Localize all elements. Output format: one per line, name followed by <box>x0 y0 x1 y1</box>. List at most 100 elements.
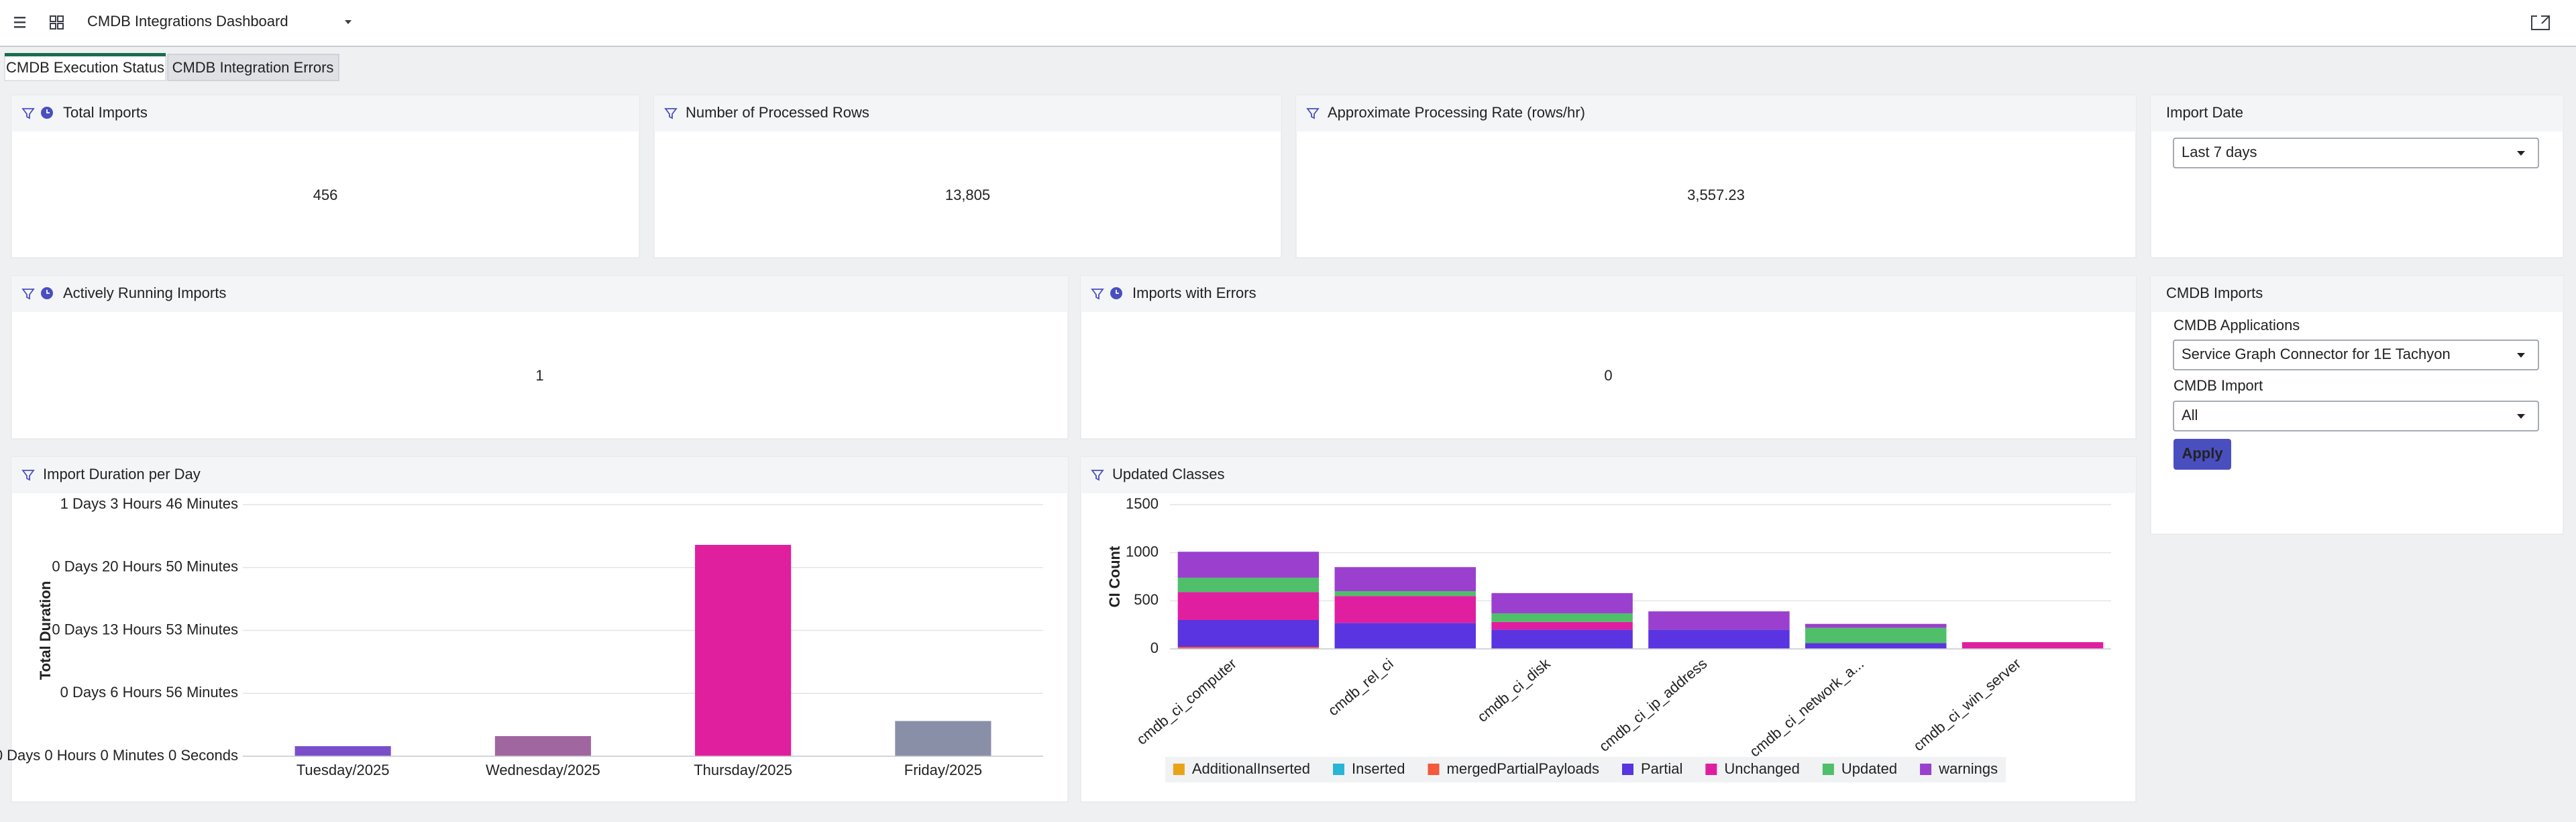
bar-segment <box>1962 641 2104 649</box>
tab-label[interactable]: CMDB Integration Errors <box>172 59 334 76</box>
bar-segment <box>1491 593 1633 613</box>
field-label: CMDB Applications <box>2174 317 2300 333</box>
y-tick-label: 0 Days 13 Hours 53 Minutes <box>52 621 238 637</box>
title-caret[interactable] <box>345 20 352 24</box>
apps-icon[interactable] <box>50 23 56 30</box>
legend-swatch <box>1173 764 1185 775</box>
apply-button[interactable] <box>2174 439 2231 470</box>
apply-button-label[interactable]: Apply <box>2182 445 2223 462</box>
tab[interactable] <box>167 54 339 81</box>
card-header <box>11 276 1068 312</box>
legend-label: mergedPartialPayloads <box>1447 760 1599 777</box>
menu-icon[interactable] <box>14 17 25 19</box>
y-tick-label: 0 Days 20 Hours 50 Minutes <box>52 558 238 575</box>
legend-swatch <box>1621 764 1633 775</box>
legend-label: warnings <box>1938 760 1998 777</box>
dashboard-title[interactable]: CMDB Integrations Dashboard <box>87 13 288 30</box>
bar-segment <box>1334 596 1476 623</box>
card-header <box>1296 95 2136 132</box>
filter-icon[interactable] <box>1091 289 1104 300</box>
card-title: Import Duration per Day <box>43 466 201 482</box>
menu-icon[interactable] <box>14 21 25 23</box>
card-title: Actively Running Imports <box>63 285 226 301</box>
card-title: Updated Classes <box>1112 466 1225 482</box>
bar-segment <box>1491 613 1633 622</box>
kpi-value: 3,557.23 <box>1687 187 1745 203</box>
y-axis-label: CI Count <box>1106 546 1123 607</box>
apps-icon[interactable] <box>57 15 64 22</box>
card-title: CMDB Imports <box>2166 285 2263 301</box>
dropdown-caret[interactable] <box>2517 353 2525 358</box>
legend-swatch <box>1705 764 1717 775</box>
filter-icon[interactable] <box>21 108 35 119</box>
card-header <box>1081 276 2136 312</box>
field-label: CMDB Import <box>2174 377 2263 394</box>
kpi-value: 456 <box>313 187 338 203</box>
card-title: Approximate Processing Rate (rows/hr) <box>1328 104 1585 121</box>
share-icon[interactable] <box>2531 15 2550 30</box>
bar-segment <box>1177 592 1320 620</box>
legend-label: Inserted <box>1352 760 1405 777</box>
filter-icon[interactable] <box>1091 470 1104 481</box>
legend-swatch <box>1333 764 1345 775</box>
filter-icon[interactable] <box>21 289 35 300</box>
legend-swatch <box>1428 764 1440 775</box>
x-tick-label: Tuesday/2025 <box>297 762 390 778</box>
bar-segment <box>1491 621 1633 630</box>
dropdown[interactable] <box>2173 138 2539 168</box>
dropdown[interactable] <box>2173 401 2539 431</box>
dropdown-caret[interactable] <box>2517 151 2525 156</box>
y-tick-label: 500 <box>1134 591 1159 608</box>
legend-swatch <box>1920 764 1932 775</box>
bar-segment <box>1805 627 1947 644</box>
bar-segment <box>1177 577 1320 593</box>
bar <box>895 721 991 756</box>
card-title: Total Imports <box>63 104 148 121</box>
bar-segment <box>1805 643 1947 649</box>
clock-hands <box>1116 290 1119 294</box>
card-header <box>654 95 1281 132</box>
bar-segment <box>1491 629 1633 649</box>
top-bar <box>0 0 2576 46</box>
bar <box>494 736 591 756</box>
y-tick-label: 0 Days 6 Hours 56 Minutes <box>60 684 238 701</box>
dropdown-value[interactable]: Last 7 days <box>2182 144 2257 160</box>
x-tick-label: Wednesday/2025 <box>486 762 600 778</box>
legend-label: AdditionalInserted <box>1192 760 1310 777</box>
legend: AdditionalInserted Inserted mergedPartialP… <box>1165 757 2006 782</box>
legend-label: Updated <box>1841 760 1897 777</box>
bar-segment <box>1334 623 1476 649</box>
filter-icon[interactable] <box>21 470 35 481</box>
card-header <box>2151 95 2563 132</box>
legend-swatch <box>1822 764 1834 775</box>
bar-segment <box>1177 647 1320 649</box>
dropdown-value[interactable]: All <box>2182 407 2198 423</box>
bar-segment <box>1648 629 1790 649</box>
tab-active[interactable] <box>4 54 166 81</box>
y-tick-label: 1 Days 3 Hours 46 Minutes <box>60 495 238 512</box>
dropdown-value[interactable]: Service Graph Connector for 1E Tachyon <box>2182 346 2451 362</box>
dropdown-caret[interactable] <box>2517 414 2525 419</box>
bar-segment <box>1177 620 1320 648</box>
card-header <box>1081 457 2136 493</box>
x-tick-label: Friday/2025 <box>904 762 982 778</box>
clock-hands <box>46 290 50 294</box>
legend-label: Partial <box>1641 760 1682 777</box>
card-title: Imports with Errors <box>1132 285 1256 301</box>
bar-segment <box>1334 567 1476 591</box>
y-tick-label: 1500 <box>1126 495 1159 512</box>
dropdown[interactable] <box>2173 340 2539 370</box>
menu-icon[interactable] <box>14 26 25 28</box>
tab-label[interactable]: CMDB Execution Status <box>6 59 164 76</box>
card-header <box>11 457 1068 493</box>
apps-icon[interactable] <box>50 15 56 22</box>
kpi-value: 13,805 <box>945 187 990 203</box>
apps-icon[interactable] <box>57 23 64 30</box>
legend-background <box>1165 757 2006 782</box>
bar <box>695 545 792 756</box>
filter-icon[interactable] <box>664 108 678 119</box>
bar-segment <box>1648 611 1790 630</box>
y-tick-label: 1000 <box>1126 543 1159 560</box>
filter-icon[interactable] <box>1306 108 1320 119</box>
tab-active-indicator <box>5 53 166 56</box>
